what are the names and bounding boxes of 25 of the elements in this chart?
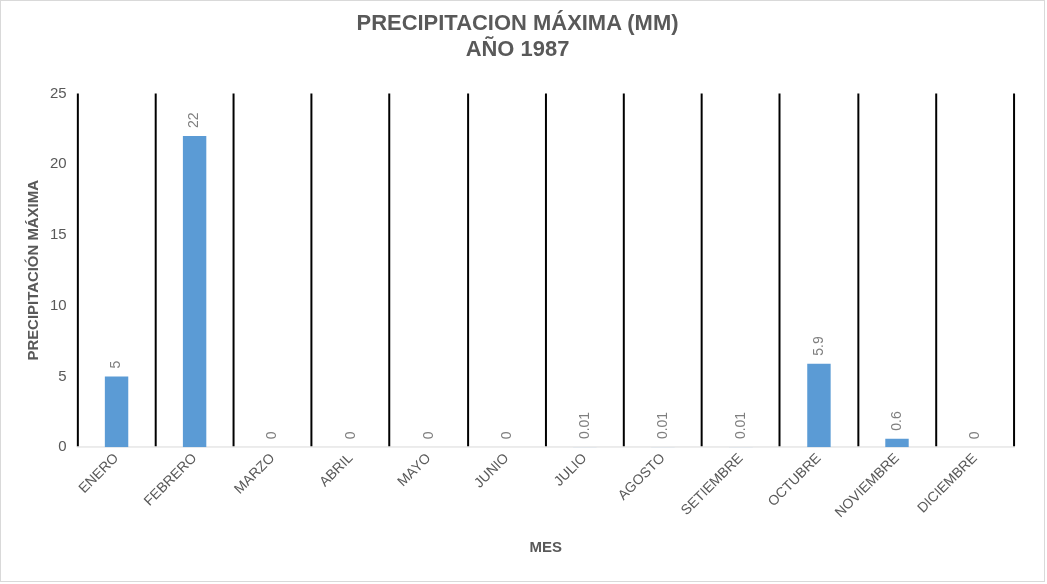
data-label: 0 xyxy=(341,431,358,440)
y-tick-label: 5 xyxy=(58,366,67,384)
data-label: 0.01 xyxy=(575,411,592,440)
data-label: 5.9 xyxy=(809,336,826,356)
x-axis-title: MES xyxy=(529,538,563,556)
bar xyxy=(104,376,129,448)
data-label: 0 xyxy=(965,431,982,440)
bar xyxy=(807,363,831,448)
bar xyxy=(182,135,207,448)
y-tick-label: 15 xyxy=(49,225,67,243)
data-label: 0 xyxy=(263,431,280,440)
data-label: 0 xyxy=(497,431,514,440)
chart-title: PRECIPITACION MÁXIMA (MM) AÑO 1987 xyxy=(356,10,679,62)
y-tick-label: 25 xyxy=(49,83,67,101)
bar xyxy=(885,438,909,448)
y-tick-label: 10 xyxy=(49,295,67,313)
data-label: 0.6 xyxy=(887,411,904,431)
data-label: 22 xyxy=(185,112,202,128)
y-tick-label: 0 xyxy=(58,437,67,455)
data-label: 0 xyxy=(419,431,436,440)
data-label: 5 xyxy=(107,360,124,369)
data-label: 0.01 xyxy=(731,411,748,440)
y-axis-title: PRECIPITACIÓN MÁXIMA xyxy=(24,179,42,361)
data-label: 0.01 xyxy=(653,411,670,440)
y-tick-label: 20 xyxy=(49,154,67,172)
